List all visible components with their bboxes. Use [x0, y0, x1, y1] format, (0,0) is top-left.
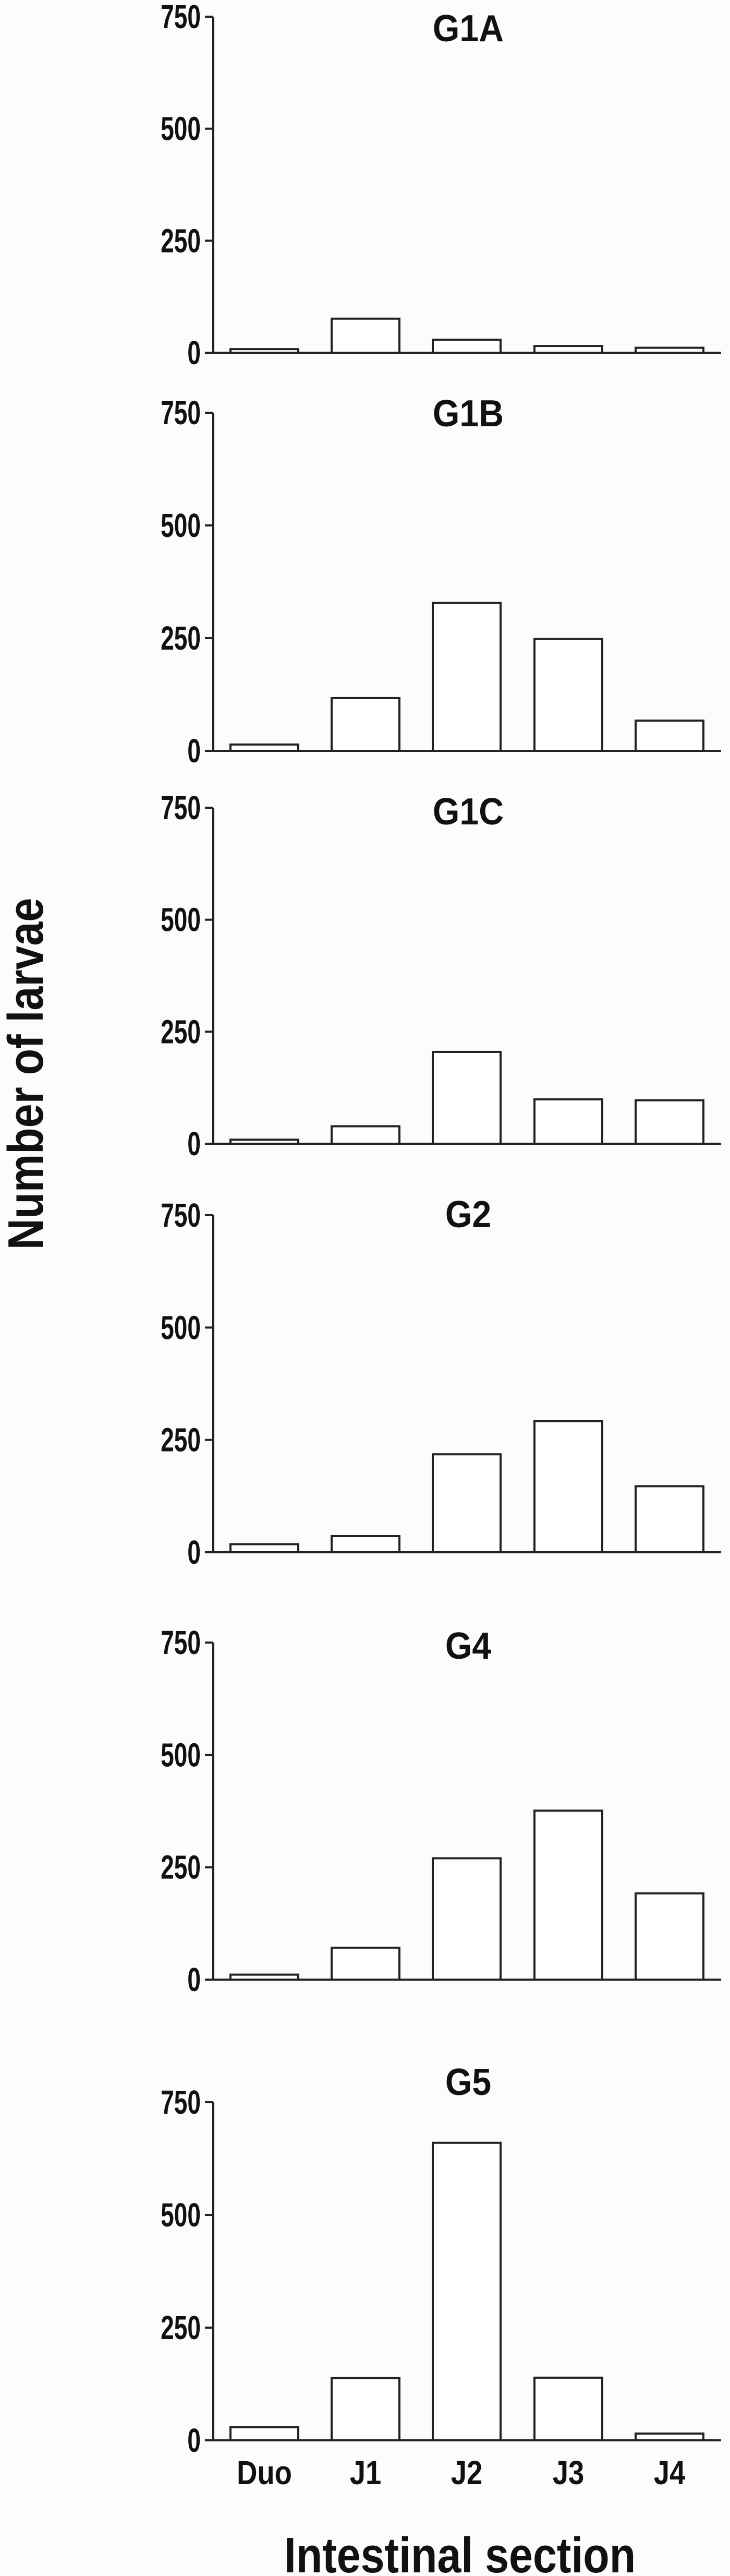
- y-tick-label: 750: [161, 789, 201, 826]
- bar-duo: [229, 1543, 299, 1554]
- bar-j4: [635, 1892, 704, 1981]
- panel-g1c: G1C 0 250 500 750: [161, 789, 721, 1163]
- y-tick-label: 500: [161, 507, 201, 544]
- bar-duo: [229, 348, 299, 354]
- bar-j1: [331, 1125, 400, 1145]
- bar-j2: [432, 339, 502, 354]
- bar-duo: [229, 1973, 299, 1981]
- bar-j3: [533, 345, 603, 354]
- y-tick-label: 250: [161, 1421, 201, 1458]
- bar-j4: [635, 1485, 704, 1554]
- panel-g5: G5 0 250 500 750 Duo J1 J2 J3 J4: [161, 2060, 721, 2491]
- y-tick-label: 500: [161, 901, 201, 938]
- bar-j2: [432, 2141, 502, 2441]
- y-axis-title: Number of larvae: [0, 898, 53, 1250]
- bar-duo: [229, 2426, 299, 2441]
- y-tick-label: 750: [161, 1624, 201, 1661]
- y-tick-label: 0: [187, 2422, 201, 2459]
- bar-j3: [533, 638, 603, 752]
- y-tick-label: 250: [161, 222, 201, 259]
- x-axis-title: Intestinal section: [284, 2527, 636, 2576]
- bar-j1: [331, 2377, 400, 2442]
- bar-j4: [635, 1099, 704, 1145]
- bar-j3: [533, 1810, 603, 1981]
- panel-g4: G4 0 250 500 750: [161, 1624, 721, 1998]
- bar-j2: [432, 1857, 502, 1981]
- bar-j4: [635, 2433, 704, 2442]
- panel-g2: G2 0 250 500 750: [161, 1193, 721, 1571]
- y-tick-label: 0: [187, 1534, 201, 1571]
- bar-j3: [533, 1098, 603, 1145]
- panel-g1b: G1B 0 250 500 750: [161, 392, 721, 770]
- panel-title: G1B: [433, 392, 504, 434]
- panel-title: G1A: [433, 7, 504, 49]
- y-tick-label: 0: [187, 733, 201, 770]
- bar-j1: [331, 317, 400, 354]
- bar-duo: [229, 1139, 299, 1145]
- y-tick-label: 500: [161, 110, 201, 147]
- bar-j4: [635, 720, 704, 752]
- panel-title: G4: [445, 1624, 492, 1667]
- chart-panels: G1A0250500750G1B0250500750G1C0250500750G…: [161, 0, 721, 2491]
- y-tick-label: 0: [187, 1961, 201, 1998]
- bar-j2: [432, 602, 502, 752]
- y-tick-label: 500: [161, 1736, 201, 1774]
- panel-title: G1C: [433, 790, 504, 832]
- y-tick-label: 750: [161, 2084, 201, 2121]
- y-tick-label: 500: [161, 1309, 201, 1346]
- y-tick-label: 250: [161, 2309, 201, 2346]
- y-tick-label: 0: [187, 1125, 201, 1163]
- y-tick-label: 750: [161, 0, 201, 35]
- panel-title: G2: [445, 1193, 491, 1235]
- y-tick-label: 250: [161, 1849, 201, 1886]
- bar-j4: [635, 346, 704, 354]
- bar-j2: [432, 1453, 502, 1553]
- y-tick-label: 250: [161, 1013, 201, 1050]
- x-category-label: J4: [654, 2454, 685, 2491]
- y-tick-label: 750: [161, 1197, 201, 1234]
- bar-j3: [533, 2376, 603, 2441]
- x-category-label: J3: [553, 2454, 584, 2491]
- y-tick-label: 0: [187, 334, 201, 372]
- x-category-label: J1: [350, 2454, 381, 2491]
- x-category-label: Duo: [237, 2454, 292, 2491]
- bar-j3: [533, 1420, 603, 1554]
- bar-j2: [432, 1050, 502, 1145]
- panel-g1a: G1A 0 250 500 750: [161, 0, 721, 372]
- bar-j1: [331, 1535, 400, 1553]
- y-tick-label: 500: [161, 2197, 201, 2234]
- bar-j1: [331, 1946, 400, 1981]
- bar-duo: [229, 743, 299, 752]
- y-tick-label: 250: [161, 620, 201, 657]
- y-tick-label: 750: [161, 394, 201, 432]
- bar-j1: [331, 697, 400, 752]
- panel-title: G5: [445, 2060, 491, 2103]
- x-category-label: J2: [451, 2454, 482, 2491]
